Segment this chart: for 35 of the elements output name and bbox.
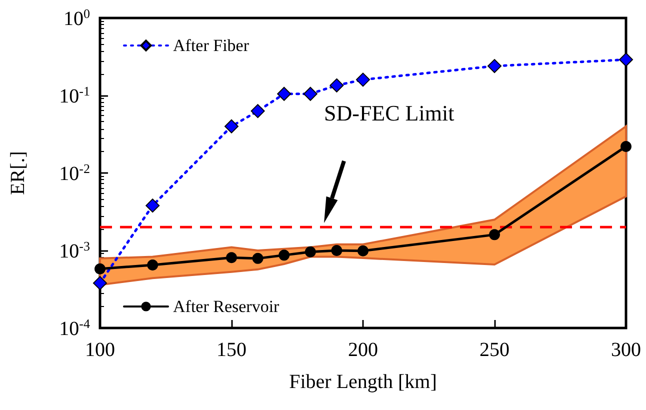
point [356,72,370,87]
point [303,86,318,101]
point [250,104,265,118]
point [489,229,500,240]
legend-label: After Fiber [173,36,250,55]
point [224,119,238,134]
y-tick-label: 10$^{-1}$ [59,83,90,108]
point [304,246,316,258]
point [94,263,106,274]
x-tick-label: 300 [611,339,641,361]
point [147,260,158,270]
x-tick-label: 200 [348,339,378,361]
y-tick-label: 10$^{-4}$ [59,316,90,340]
point [620,140,632,152]
point [252,252,264,264]
point [358,245,368,256]
x-tick-label: 250 [480,339,510,361]
point [146,198,160,213]
y-tick-label: 10$^{-2}$ [59,160,90,185]
point [330,78,344,92]
point [277,86,292,101]
point [331,245,342,256]
point [93,276,107,290]
y-axis-title: ER[.] [7,151,29,195]
point [226,252,237,264]
y-tick-label: 10$^{-3}$ [59,238,90,262]
legend-label: After Reservoir [173,297,280,316]
point [619,52,633,67]
point [488,59,502,74]
x-axis-title: Fiber Length [km] [289,371,437,393]
x-tick-label: 100 [85,339,115,361]
y-tick-label: 10$^{0}$ [64,6,90,30]
x-tick-label: 150 [216,339,246,361]
annotation: SD-FEC Limit [324,100,454,126]
point [278,250,290,261]
